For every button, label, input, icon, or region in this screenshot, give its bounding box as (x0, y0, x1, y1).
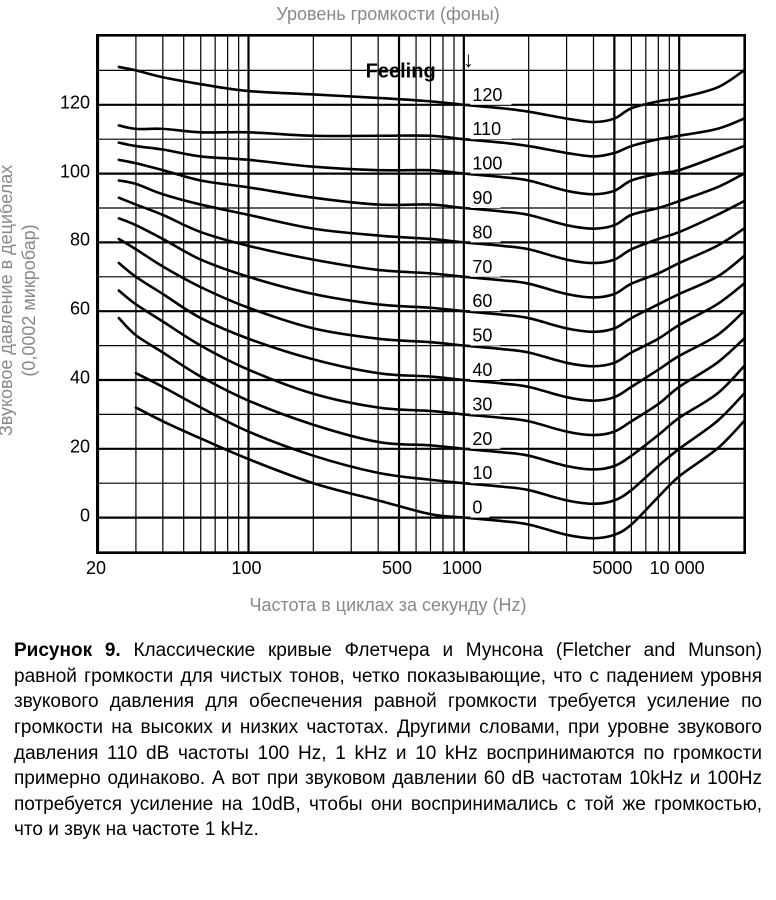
loudness-curve-100 (119, 143, 744, 195)
loudness-curve-50 (119, 239, 744, 366)
caption-text: Классические кривые Флетчера и Мунсона (… (14, 640, 762, 840)
x-tick-label: 10 000 (650, 558, 705, 579)
curve-label-80: 80 (472, 222, 492, 242)
x-axis-ticks: 201005001000500010 000 (96, 556, 746, 582)
x-tick-label: 5000 (592, 558, 632, 579)
curve-label-50: 50 (472, 326, 492, 346)
curve-label-10: 10 (472, 463, 492, 483)
y-tick-label: 60 (70, 299, 90, 320)
x-tick-label: 100 (231, 558, 261, 579)
arrow-icon: ↓ (463, 47, 474, 72)
y-tick-label: 20 (70, 436, 90, 457)
loudness-curve-20 (119, 318, 744, 469)
curve-label-30: 30 (472, 394, 492, 414)
plot-area: 0 10 20 30 40 50 60 70 80 90 100 110 120 Feeling ↓ (96, 34, 746, 554)
loudness-curve-70 (119, 198, 744, 298)
y-tick-label: 80 (70, 230, 90, 251)
feeling-label: Feeling (366, 60, 436, 82)
curve-label-0: 0 (472, 498, 482, 518)
x-axis-title: Частота в циклах за секунду (Hz) (0, 595, 776, 616)
curve-label-90: 90 (472, 188, 492, 208)
chart-top-title: Уровень громкости (фоны) (0, 4, 776, 25)
x-tick-label: 500 (382, 558, 412, 579)
plot-svg: 0 10 20 30 40 50 60 70 80 90 100 110 120 Feeling ↓ (98, 36, 744, 552)
curve-label-40: 40 (472, 360, 492, 380)
page-root: Уровень громкости (фоны) Звуковое давлен… (0, 0, 776, 863)
figure-caption: Рисунок 9. Классические кривые Флетчера … (0, 620, 776, 863)
curve-label-70: 70 (472, 257, 492, 277)
curve-label-120: 120 (472, 85, 502, 105)
loudness-curve-80 (119, 180, 744, 263)
curve-label-20: 20 (472, 429, 492, 449)
y-tick-label: 40 (70, 368, 90, 389)
x-tick-label: 1000 (442, 558, 482, 579)
figure-label: Рисунок 9. (14, 640, 121, 661)
x-tick-label: 20 (86, 558, 106, 579)
y-tick-label: 120 (60, 92, 90, 113)
curve-label-110: 110 (472, 119, 501, 139)
curve-label-100: 100 (472, 154, 502, 174)
y-tick-label: 0 (80, 505, 90, 526)
y-axis-ticks: 0 20 40 60 80 100 120 (0, 34, 92, 554)
y-tick-label: 100 (60, 161, 90, 182)
loudness-chart: Уровень громкости (фоны) Звуковое давлен… (0, 0, 776, 620)
loudness-curve-110 (119, 119, 744, 157)
curve-label-60: 60 (472, 291, 492, 311)
